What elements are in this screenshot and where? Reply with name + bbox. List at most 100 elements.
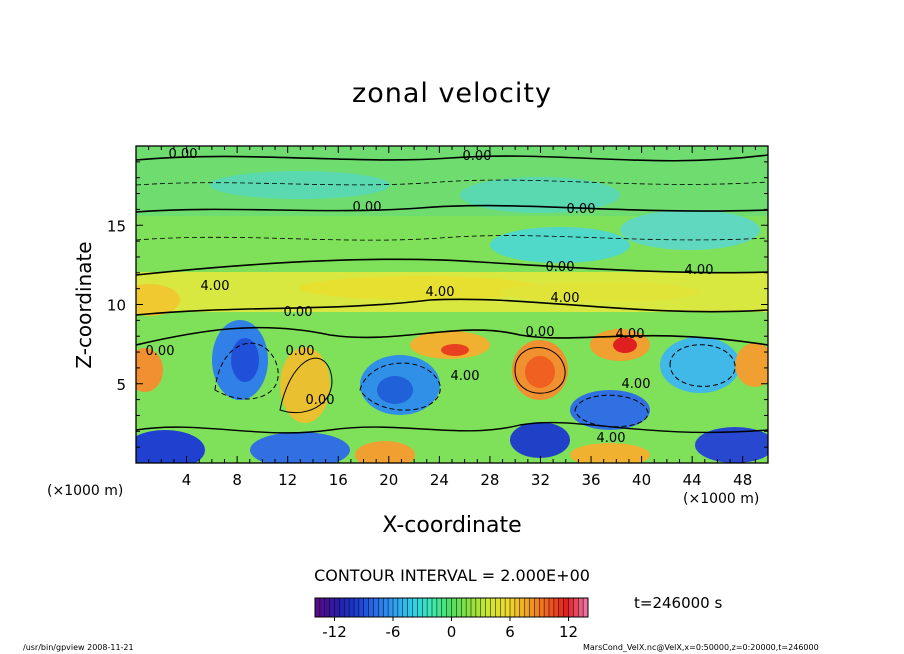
colorbar-tick-label: 0 [447, 623, 457, 641]
contour-label: 0.00 [169, 147, 198, 162]
colorbar-cell [363, 598, 369, 617]
contour-label: 0.00 [353, 200, 382, 215]
x-tick-label: 4 [182, 471, 192, 489]
contour-line [136, 298, 768, 316]
contour-label: 4.00 [616, 327, 645, 342]
contour-label: 0.00 [526, 325, 555, 340]
colorbar-cell [563, 598, 569, 617]
x-tick-label: 24 [430, 471, 449, 489]
colorbar-cell [553, 598, 560, 617]
colorbar-cell [485, 598, 491, 617]
colorbar-cell [529, 598, 535, 617]
x-tick-label: 40 [632, 471, 651, 489]
colorbar-cell [490, 598, 496, 617]
contour-label: 4.00 [426, 285, 455, 300]
x-tick-label: 36 [581, 471, 600, 489]
x-tick-label: 32 [531, 471, 550, 489]
colorbar-cell [471, 598, 477, 617]
field-blob [613, 337, 637, 353]
x-unit-right: (×1000 m) [683, 491, 760, 507]
contour-label: 0.00 [146, 344, 175, 359]
contour-label: 0.00 [306, 393, 335, 408]
colorbar-cell [432, 598, 438, 617]
colorbar-tick-label: 6 [505, 623, 515, 641]
field-blob [355, 441, 415, 463]
velocity-field [136, 146, 768, 463]
colorbar-tick-label: 12 [559, 623, 578, 641]
y-tick-label: 10 [107, 297, 126, 315]
colorbar-cell [534, 598, 540, 617]
colorbar-cell [402, 598, 408, 617]
y-tick-label: 5 [116, 376, 126, 394]
contour-line [514, 347, 566, 394]
colorbar-cell [349, 598, 355, 617]
colorbar-cell [329, 598, 335, 617]
colorbar-cell [480, 598, 486, 617]
field-blob [136, 284, 180, 316]
x-tick-label: 20 [379, 471, 398, 489]
contour-line [136, 326, 768, 346]
colorbar-cell [583, 598, 589, 617]
contour-line [359, 362, 441, 411]
footer-left: /usr/bin/gpview 2008-11-21 [23, 643, 134, 652]
colorbar: -12 -6 0 6 12 [314, 597, 589, 641]
field-blob [280, 347, 330, 423]
x-tick-label: 8 [232, 471, 242, 489]
colorbar-cell [451, 598, 457, 617]
colorbar-cell [334, 598, 340, 617]
field-blob [660, 337, 740, 393]
colorbar-cell [558, 598, 564, 617]
contour-line [136, 421, 768, 434]
field-blob [300, 276, 540, 300]
field-blob [735, 343, 768, 387]
colorbar-cell [466, 598, 472, 617]
x-tick-label: 44 [683, 471, 702, 489]
contour-label: 0.00 [567, 202, 596, 217]
x-tick-label: 12 [278, 471, 297, 489]
colorbar-cell [358, 598, 365, 617]
field-blob [525, 356, 555, 388]
contour-line [574, 394, 649, 428]
colorbar-cell [446, 598, 452, 617]
contour-line [136, 204, 768, 213]
contour-line [669, 344, 736, 387]
colorbar-cell [319, 598, 326, 617]
field-blob [695, 427, 768, 463]
y-tick-label: 15 [107, 217, 126, 235]
colorbar-tick-label: -6 [386, 623, 401, 641]
contour-label: 4.00 [597, 431, 626, 446]
contour-label: 0.00 [284, 305, 313, 320]
colorbar-cell [368, 598, 374, 617]
field-blob [136, 430, 205, 463]
field-blob [136, 348, 163, 392]
field-blob [231, 338, 259, 382]
colorbar-cell [339, 598, 345, 617]
colorbar-cell [378, 598, 384, 617]
chart-title: zonal velocity [352, 78, 552, 109]
colorbar-cell [505, 598, 511, 617]
x-tick-label: 16 [329, 471, 348, 489]
colorbar-cell [354, 598, 360, 617]
x-unit-left: (×1000 m) [47, 483, 124, 499]
colorbar-cell [412, 598, 418, 617]
time-label: t=246000 s [634, 594, 723, 612]
x-axis-label: X-coordinate [382, 513, 522, 538]
colorbar-cell [388, 598, 394, 617]
colorbar-cell [344, 598, 350, 617]
colorbar-cell [524, 598, 530, 617]
contour-line [136, 235, 768, 241]
colorbar-cell [373, 598, 379, 617]
x-tick-label: 48 [733, 471, 752, 489]
contour-interval-text: CONTOUR INTERVAL = 2.000E+00 [314, 566, 590, 585]
field-blob [210, 171, 390, 199]
colorbar-cell [324, 598, 330, 617]
contour-label: 4.00 [451, 369, 480, 384]
footer-right: MarsCond_VelX.nc@VelX,x=0:50000,z=0:2000… [583, 643, 819, 652]
colorbar-cell [549, 598, 555, 617]
colorbar-cell [383, 598, 389, 617]
contour-line [136, 179, 768, 186]
contour-line [136, 154, 768, 162]
field-blob [441, 344, 469, 356]
contour-label: 4.00 [685, 263, 714, 278]
